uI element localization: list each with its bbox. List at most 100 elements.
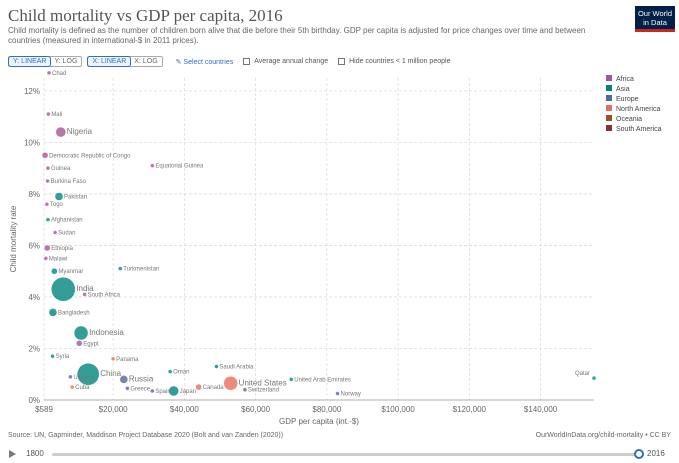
data-label: Burkina Faso bbox=[51, 179, 87, 185]
y-scale-toggle[interactable]: Y: LINEAR Y: LOG bbox=[7, 56, 83, 67]
data-point bbox=[73, 325, 89, 341]
x-tick-label: $100,000 bbox=[381, 405, 415, 414]
data-point bbox=[195, 383, 202, 391]
y-tick-label: 4% bbox=[28, 293, 40, 302]
legend-label: Europe bbox=[616, 96, 639, 103]
data-label: Oman bbox=[173, 370, 189, 376]
data-label: Guinea bbox=[51, 166, 71, 172]
owid-logo[interactable]: Our World in Data bbox=[635, 6, 675, 32]
avg-change-label: Average annual change bbox=[254, 58, 329, 65]
legend-swatch bbox=[606, 115, 612, 121]
data-point bbox=[50, 354, 55, 359]
play-icon[interactable] bbox=[9, 450, 16, 458]
source-link[interactable]: OurWorldInData.org/child-mortality • CC … bbox=[535, 432, 671, 439]
data-point bbox=[76, 340, 83, 347]
data-point bbox=[335, 391, 340, 396]
data-label: Norway bbox=[341, 392, 361, 398]
timeline-end: 2016 bbox=[647, 449, 665, 458]
x-log-option[interactable]: X: LOG bbox=[134, 58, 158, 65]
data-point bbox=[69, 384, 75, 390]
timeline-track[interactable] bbox=[52, 453, 639, 456]
legend: Africa Asia Europe North America Oceania Sout… bbox=[606, 75, 662, 133]
data-point bbox=[46, 70, 52, 76]
legend-swatch bbox=[606, 125, 612, 131]
data-labels: Chad Mali Nigeria Democratic Republic of Co… bbox=[49, 71, 590, 398]
x-linear-option[interactable]: X: LINEAR bbox=[87, 56, 132, 67]
x-tick-label: $60,000 bbox=[241, 405, 270, 414]
y-tick-label: 0% bbox=[28, 396, 40, 405]
x-tick-label: $140,000 bbox=[524, 405, 558, 414]
data-point bbox=[223, 376, 238, 391]
data-point bbox=[167, 369, 173, 374]
data-label: Panama bbox=[116, 357, 139, 363]
x-tick-label: $40,000 bbox=[170, 405, 199, 414]
data-point bbox=[289, 377, 294, 382]
select-countries-link[interactable]: ✎ Select countries bbox=[175, 58, 234, 66]
y-axis-label: Child mortality rate bbox=[9, 205, 18, 272]
y-tick-label: 12% bbox=[24, 87, 40, 96]
data-label: Switzerland bbox=[248, 388, 279, 394]
select-countries-label: Select countries bbox=[183, 58, 234, 66]
y-linear-option[interactable]: Y: LINEAR bbox=[7, 56, 52, 67]
y-tick-label: 2% bbox=[28, 344, 40, 353]
data-label: India bbox=[76, 284, 94, 293]
data-point bbox=[48, 308, 58, 317]
data-point bbox=[45, 165, 51, 171]
data-point bbox=[150, 163, 155, 168]
y-log-option[interactable]: Y: LOG bbox=[54, 58, 78, 65]
data-label: Japan bbox=[180, 389, 196, 395]
x-axis-label: GDP per capita (int.-$) bbox=[279, 417, 359, 426]
timeline-start: 1800 bbox=[26, 449, 44, 458]
data-label: Ukraine bbox=[73, 375, 94, 381]
logo-line-1: Our World bbox=[637, 9, 673, 18]
hide-small-checkbox[interactable]: Hide countries < 1 million people bbox=[338, 58, 450, 65]
legend-swatch bbox=[606, 95, 612, 101]
source-note: Source: UN, Gapminder, Maddison Project … bbox=[8, 432, 284, 439]
data-point bbox=[110, 356, 116, 361]
data-point bbox=[54, 192, 64, 201]
data-point bbox=[68, 374, 73, 380]
timeline-handle[interactable] bbox=[634, 449, 644, 459]
data-label: Qatar bbox=[575, 371, 590, 377]
data-point bbox=[119, 375, 129, 384]
data-point bbox=[46, 111, 51, 117]
data-point bbox=[45, 217, 51, 222]
logo-line-2: in Data bbox=[643, 18, 667, 27]
legend-swatch bbox=[606, 105, 612, 111]
data-point bbox=[43, 256, 49, 261]
data-point bbox=[51, 268, 58, 275]
data-point bbox=[45, 178, 50, 184]
data-label: Bangladesh bbox=[58, 310, 90, 316]
avg-change-checkbox[interactable]: Average annual change bbox=[243, 58, 328, 65]
data-point bbox=[55, 126, 66, 138]
x-tick-label: $120,000 bbox=[453, 405, 487, 414]
checkbox-box bbox=[338, 58, 346, 65]
x-tick-label: $589 bbox=[35, 405, 53, 414]
data-point bbox=[168, 385, 179, 397]
data-point bbox=[41, 152, 49, 159]
data-label: Canada bbox=[203, 385, 225, 391]
data-label: Egypt bbox=[83, 341, 99, 347]
legend-label: Asia bbox=[616, 86, 630, 93]
data-label: Ethiopia bbox=[51, 246, 73, 252]
y-tick-label: 8% bbox=[28, 190, 40, 199]
data-point bbox=[591, 375, 597, 381]
x-scale-toggle[interactable]: X: LINEAR X: LOG bbox=[87, 56, 163, 67]
checkbox-box bbox=[243, 58, 251, 65]
grid bbox=[43, 78, 594, 401]
axes: 0% 2% 4% 6% 8% 10% 12% $589 $20,000 $40,000 $60,00… bbox=[9, 87, 594, 426]
chart-subtitle: Child mortality is defined as the number… bbox=[8, 26, 586, 45]
data-label: United States bbox=[239, 378, 287, 387]
data-label: Sudan bbox=[58, 231, 75, 237]
legend-label: Africa bbox=[616, 76, 634, 83]
chart-title: Child mortality vs GDP per capita, 2016 bbox=[8, 6, 283, 25]
data-label: Myanmar bbox=[58, 269, 83, 275]
data-label: Nigeria bbox=[67, 127, 93, 136]
data-label: Afghanistan bbox=[51, 218, 83, 224]
data-label: China bbox=[100, 369, 121, 378]
x-tick-label: $80,000 bbox=[312, 405, 341, 414]
y-tick-label: 10% bbox=[24, 138, 40, 147]
data-point bbox=[44, 244, 51, 252]
data-point bbox=[150, 388, 155, 394]
